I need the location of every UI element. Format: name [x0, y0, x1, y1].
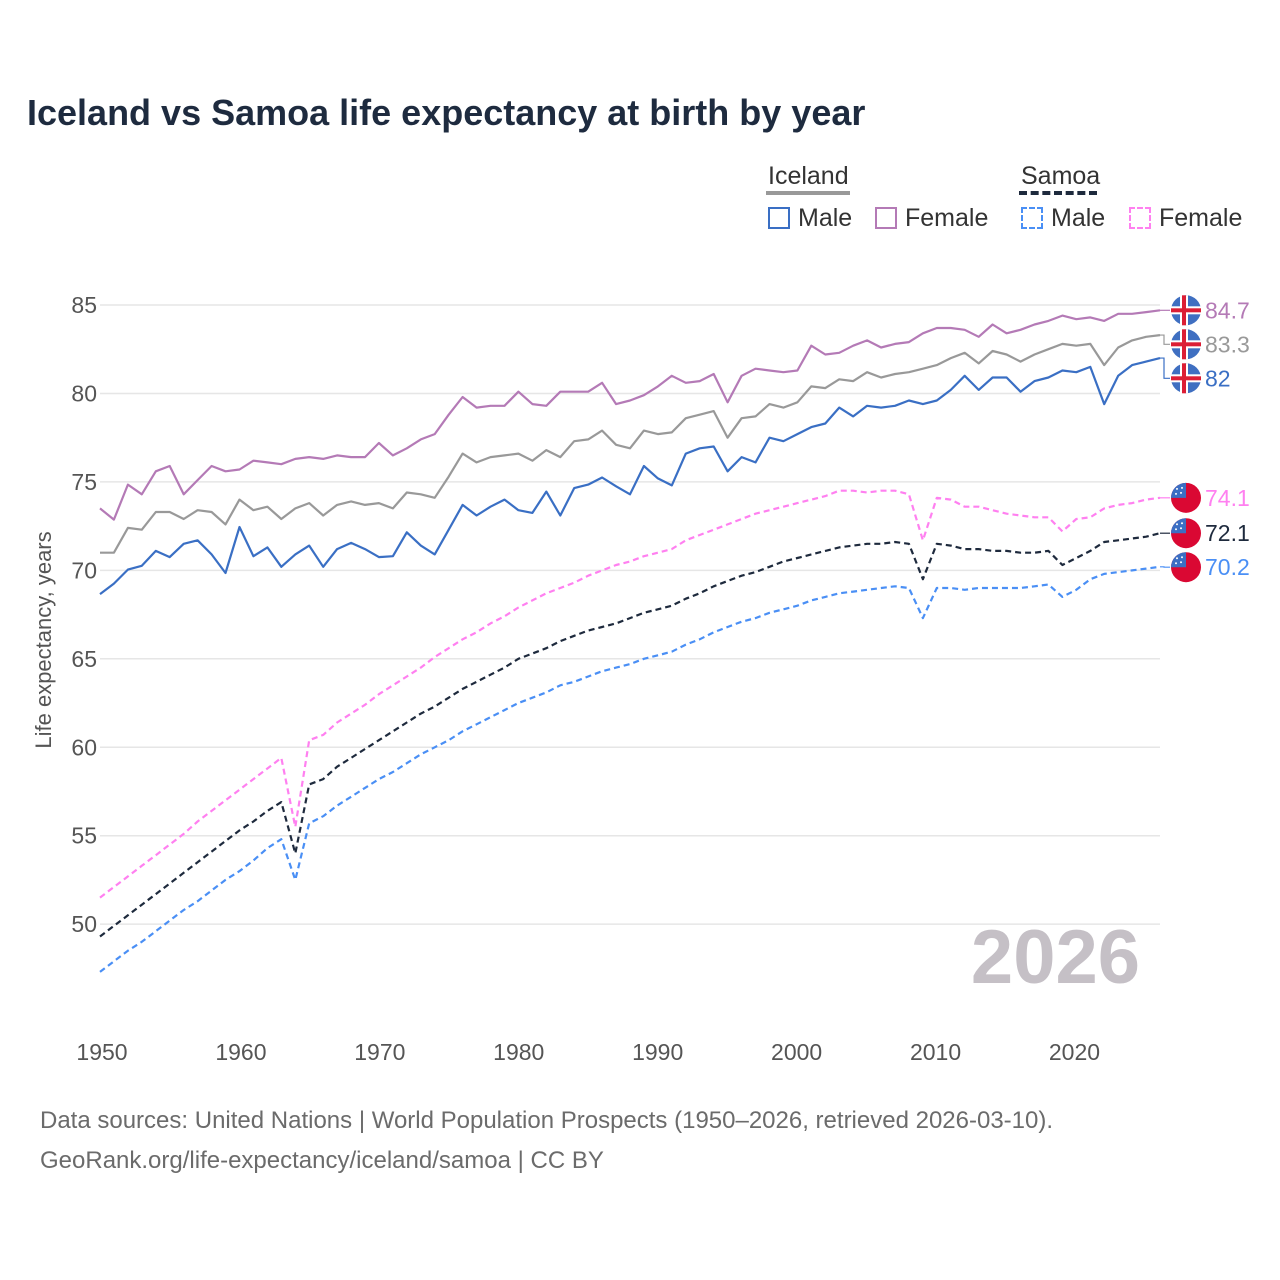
x-tick-label: 1960 — [215, 1039, 266, 1065]
samoa-flag-icon-star — [1180, 491, 1182, 494]
samoa-flag-icon-star — [1180, 527, 1182, 530]
legend-iceland-underline — [766, 191, 850, 195]
y-tick-label: 80 — [71, 380, 97, 406]
series-line-samoa-total — [99, 532, 1161, 938]
samoa-flag-icon-canton — [1171, 482, 1186, 498]
y-tick-label: 75 — [71, 469, 97, 495]
samoa-flag-icon-canton — [1171, 552, 1186, 568]
series-line-samoa-male — [99, 565, 1161, 973]
legend-group-iceland: Iceland — [768, 162, 849, 190]
legend-group-samoa: Samoa — [1021, 162, 1101, 190]
y-axis-label: Life expectancy, years — [31, 531, 56, 748]
iceland-flag-icon-cross-red — [1182, 363, 1186, 394]
legend-item-iceland-female: Female — [905, 204, 989, 232]
y-tick-label: 65 — [71, 646, 97, 672]
legend-swatch-samoa-female — [1129, 207, 1151, 229]
legend-swatch-iceland-male — [768, 207, 790, 229]
samoa-flag-icon-star — [1180, 561, 1182, 564]
x-tick-label: 2020 — [1049, 1039, 1100, 1065]
y-tick-label: 55 — [71, 823, 97, 849]
chart-title: Iceland vs Samoa life expectancy at birt… — [27, 92, 866, 133]
end-label-samoa-total: 72.1 — [1205, 520, 1250, 546]
series-line-iceland-total — [100, 334, 1161, 554]
samoa-flag-icon-star — [1176, 523, 1178, 526]
legend-item-samoa-male: Male — [1051, 204, 1106, 232]
samoa-flag-icon-canton — [1171, 518, 1186, 534]
samoa-flag-icon-star — [1181, 556, 1183, 559]
year-watermark: 2026 — [971, 915, 1140, 1000]
footer-credit: GeoRank.org/life-expectancy/iceland/samo… — [40, 1147, 604, 1174]
iceland-flag-icon-cross-red — [1182, 329, 1186, 360]
iceland-flag-icon-cross-red — [1182, 295, 1186, 326]
samoa-flag-icon-star — [1175, 528, 1177, 531]
end-label-samoa-male: 70.2 — [1205, 554, 1250, 580]
series-line-iceland-female — [99, 309, 1161, 521]
end-label-samoa-female: 74.1 — [1205, 485, 1250, 511]
label-connector — [1160, 334, 1170, 345]
x-tick-label: 1970 — [354, 1039, 405, 1065]
y-tick-label: 60 — [71, 734, 97, 760]
y-tick-label: 85 — [71, 292, 97, 318]
samoa-flag-icon-star — [1176, 487, 1178, 490]
legend-item-iceland-male: Male — [798, 204, 853, 232]
x-tick-label: 1990 — [632, 1039, 683, 1065]
samoa-flag-icon-star — [1181, 486, 1183, 489]
samoa-flag-icon-star — [1176, 557, 1178, 560]
samoa-flag-icon-star — [1175, 492, 1177, 495]
y-tick-label: 70 — [71, 557, 97, 583]
footer-sources: Data sources: United Nations | World Pop… — [40, 1107, 1054, 1134]
x-tick-label: 2000 — [771, 1039, 822, 1065]
series-line-samoa-female — [99, 489, 1161, 899]
end-label-iceland-total: 83.3 — [1205, 331, 1250, 357]
x-tick-label: 1950 — [76, 1039, 127, 1065]
samoa-flag-icon-star — [1175, 562, 1177, 565]
y-tick-label: 50 — [71, 911, 97, 937]
series-line-iceland-male — [99, 357, 1161, 595]
samoa-flag-icon-star — [1181, 522, 1183, 525]
end-label-iceland-female: 84.7 — [1205, 297, 1250, 323]
legend-samoa-underline — [1019, 191, 1097, 195]
legend-swatch-samoa-male — [1021, 207, 1043, 229]
end-label-iceland-male: 82 — [1205, 365, 1231, 391]
legend-item-samoa-female: Female — [1159, 204, 1243, 232]
label-connector — [1160, 357, 1170, 379]
legend-swatch-iceland-female — [875, 207, 897, 229]
x-tick-label: 2010 — [910, 1039, 961, 1065]
x-tick-label: 1980 — [493, 1039, 544, 1065]
